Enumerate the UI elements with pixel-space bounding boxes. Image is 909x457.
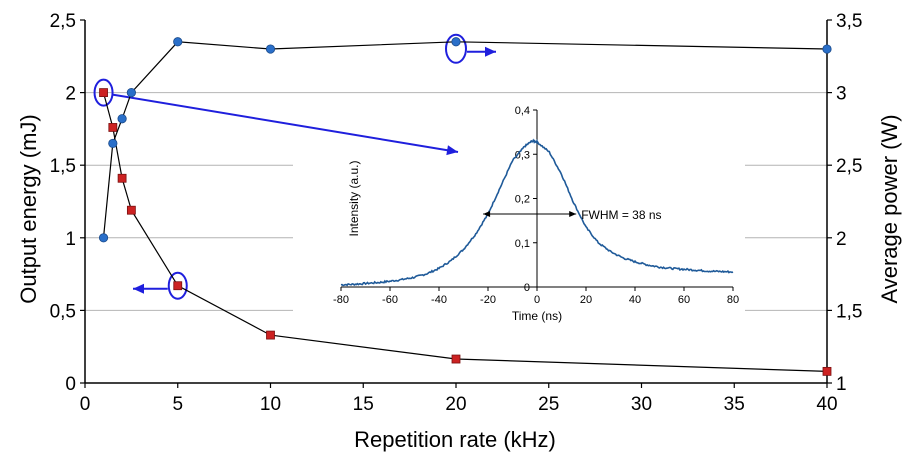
inset-y-tick-label: 0: [524, 282, 530, 294]
inset-x-axis-label: Time (ns): [512, 309, 562, 323]
fwhm-arrowhead-left: [483, 210, 491, 217]
y-axis-left-label: Output energy (mJ): [16, 114, 41, 304]
x-tick-label: 40: [816, 394, 837, 415]
y-left-tick-label: 1,5: [50, 156, 76, 177]
power-point: [451, 37, 461, 47]
inset-y-tick-label: 0,1: [515, 238, 530, 250]
y-right-tick-label: 1: [836, 374, 847, 395]
annotations: [93, 33, 496, 300]
main-tick-labels: 0 5 10 15 20 25 30 35 40 0 0,5 1 1,5 2 2,5 1 1,5 2 2,5 3 3,5: [50, 11, 863, 415]
energy-point: [451, 354, 461, 364]
highlight-ellipse-first-point: [93, 78, 114, 107]
y-right-tick-label: 2: [836, 229, 847, 250]
fwhm-label: FWHM = 38 ns: [581, 208, 661, 222]
inset-pulse-curve: [340, 138, 734, 287]
fwhm-arrowhead-right: [569, 210, 577, 217]
x-tick-label: 0: [80, 394, 91, 415]
energy-point: [99, 88, 108, 97]
x-tick-label: 5: [172, 394, 183, 415]
power-point: [265, 44, 276, 54]
y-right-tick-label: 1,5: [836, 301, 862, 322]
x-axis-label: Repetition rate (kHz): [354, 427, 556, 452]
inset-y-tick-label: 0,4: [515, 105, 530, 117]
main-series: [98, 37, 832, 376]
inset-x-tick-label: -20: [480, 294, 496, 306]
energy-point: [108, 123, 118, 132]
x-tick-label: 30: [631, 394, 652, 415]
y-left-tick-label: 0: [65, 374, 76, 395]
x-tick-label: 25: [538, 394, 559, 415]
inset-x-tick-label: 20: [580, 294, 592, 306]
inset-y-tick-label: 0,2: [515, 194, 530, 206]
inset-x-tick-label: 60: [678, 294, 690, 306]
x-tick-label: 10: [260, 394, 281, 415]
inset-x-tick-label: 40: [629, 294, 641, 306]
energy-point: [266, 330, 275, 340]
highlight-ellipse-energy: [167, 271, 188, 300]
inset-y-axis-label: Intensity (a.u.): [347, 160, 361, 236]
arrow-to-inset: [112, 93, 459, 153]
power-point: [822, 44, 832, 54]
power-point: [117, 114, 127, 124]
arrow-to-right-axis-head: [485, 46, 496, 57]
x-tick-label: 15: [353, 394, 374, 415]
power-point: [108, 138, 118, 149]
y-right-tick-label: 2,5: [836, 156, 862, 177]
y-left-tick-label: 1: [65, 229, 76, 250]
inset-background: [293, 100, 745, 332]
y-left-tick-label: 0,5: [50, 301, 76, 322]
y-axis-right-label: Average power (W): [877, 114, 902, 303]
power-point: [173, 37, 183, 47]
energy-point: [173, 281, 183, 291]
arrow-to-inset-head: [446, 145, 458, 156]
x-tick-label: 20: [445, 394, 466, 415]
x-tick-label: 35: [724, 394, 745, 415]
power-point: [126, 88, 136, 98]
y-right-tick-label: 3,5: [836, 11, 862, 32]
inset-x-tick-label: 80: [727, 294, 739, 306]
arrow-to-left-axis-head: [133, 283, 144, 294]
series-line-left: [102, 92, 828, 372]
highlight-ellipse-power: [445, 33, 467, 64]
energy-point: [822, 366, 832, 376]
power-point: [98, 233, 109, 243]
y-right-tick-label: 3: [836, 84, 847, 105]
inset-x-tick-label: 0: [534, 294, 540, 306]
inset-x-tick-label: -40: [431, 294, 447, 306]
energy-point: [117, 173, 127, 183]
inset-x-tick-label: -80: [333, 294, 349, 306]
y-left-tick-label: 2,5: [50, 11, 76, 32]
y-left-tick-label: 2: [65, 84, 76, 105]
inset-x-tick-label: -60: [382, 294, 398, 306]
energy-point: [126, 205, 136, 215]
